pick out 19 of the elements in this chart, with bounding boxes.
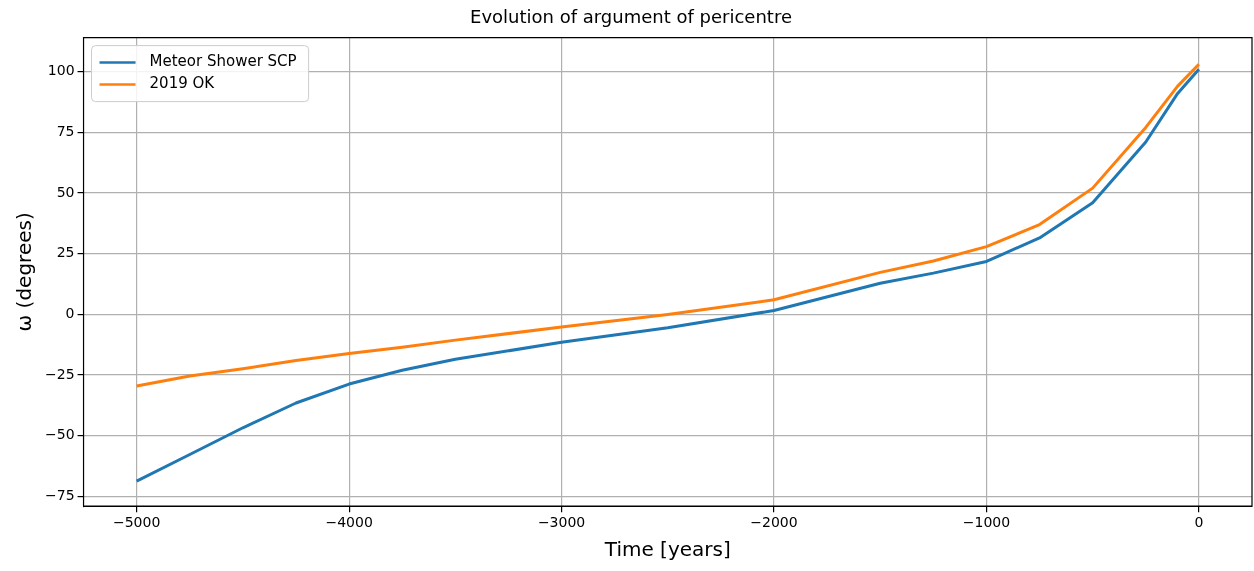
- y-tick-label: 75: [56, 122, 75, 139]
- y-tick-label: −25: [45, 365, 75, 382]
- legend-label: 2019 OK: [149, 74, 216, 93]
- x-tick-label: −1000: [962, 514, 1011, 531]
- x-tick-label: −4000: [325, 514, 373, 531]
- x-tick-label: −5000: [112, 514, 161, 531]
- x-tick-label: 0: [1194, 514, 1204, 531]
- y-tick-label: −50: [45, 426, 75, 443]
- y-tick-label: 0: [65, 305, 75, 322]
- x-tick-label: −2000: [750, 514, 798, 531]
- x-axis-title: Time [years]: [603, 537, 731, 562]
- y-tick-label: 100: [47, 62, 75, 79]
- x-tick-label: −3000: [537, 514, 586, 531]
- y-axis-title: ω (degrees): [12, 212, 37, 332]
- y-tick-label: −75: [45, 487, 75, 504]
- legend-label: Meteor Shower SCP: [149, 52, 297, 71]
- chart-title: Evolution of argument of pericentre: [470, 6, 792, 28]
- y-tick-label: 25: [56, 244, 75, 261]
- y-tick-label: 50: [56, 183, 75, 200]
